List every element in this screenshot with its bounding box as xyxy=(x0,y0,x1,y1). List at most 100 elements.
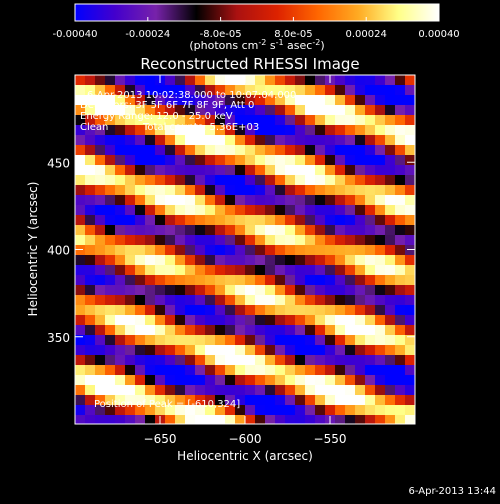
heatmap-cell xyxy=(165,315,176,326)
heatmap-cell xyxy=(75,365,86,376)
heatmap-cell xyxy=(295,265,306,276)
heatmap-cell xyxy=(355,125,366,136)
heatmap-cell xyxy=(115,75,126,86)
heatmap-cell xyxy=(405,175,415,186)
x-tick-label: −550 xyxy=(314,432,347,446)
heatmap-cell xyxy=(335,155,346,166)
heatmap-cell xyxy=(285,405,296,416)
heatmap-cell xyxy=(405,295,415,306)
heatmap-cell xyxy=(185,155,196,166)
heatmap-cell xyxy=(115,265,126,276)
heatmap-cell xyxy=(285,225,296,236)
heatmap-cell xyxy=(245,95,256,106)
heatmap-cell xyxy=(375,395,386,406)
heatmap-cell xyxy=(95,365,106,376)
heatmap-cell xyxy=(365,315,376,326)
heatmap-cell xyxy=(395,85,406,96)
heatmap-cell xyxy=(85,245,96,256)
heatmap-cell xyxy=(345,325,356,336)
heatmap-cell xyxy=(145,265,156,276)
heatmap-cell xyxy=(85,115,96,126)
heatmap-cell xyxy=(225,305,236,316)
heatmap-cell xyxy=(265,105,276,116)
heatmap-cell xyxy=(235,365,246,376)
heatmap-cell xyxy=(335,325,346,336)
heatmap-cell xyxy=(295,305,306,316)
heatmap-cell xyxy=(365,105,376,116)
heatmap-cell xyxy=(355,115,366,126)
heatmap-cell xyxy=(385,215,396,226)
heatmap-cell xyxy=(105,155,116,166)
heatmap-cell xyxy=(205,155,216,166)
heatmap-cell xyxy=(335,225,346,236)
heatmap-cell xyxy=(175,245,186,256)
heatmap-cell xyxy=(195,75,206,86)
heatmap-cell xyxy=(295,315,306,326)
heatmap-cell xyxy=(305,85,316,96)
heatmap-cell xyxy=(105,305,116,316)
heatmap-cell xyxy=(225,245,236,256)
heatmap-cell xyxy=(295,355,306,366)
annotation-peak: Position of Peak = [-610,324] xyxy=(94,399,240,410)
heatmap-cell xyxy=(315,155,326,166)
heatmap-cell xyxy=(185,275,196,286)
heatmap-cell xyxy=(265,325,276,336)
heatmap-cell xyxy=(325,405,336,416)
heatmap-cell xyxy=(195,305,206,316)
heatmap-cell xyxy=(215,125,226,136)
heatmap-cell xyxy=(275,75,286,86)
heatmap-cell xyxy=(265,275,276,286)
heatmap-cell xyxy=(235,155,246,166)
heatmap-cell xyxy=(385,395,396,406)
heatmap-cell xyxy=(365,405,376,416)
heatmap-cell xyxy=(95,95,106,106)
heatmap-cell xyxy=(335,255,346,266)
heatmap-cell xyxy=(105,285,116,296)
heatmap-cell xyxy=(105,135,116,146)
heatmap-cell xyxy=(135,255,146,266)
heatmap-cell xyxy=(405,105,415,116)
heatmap-cell xyxy=(175,215,186,226)
heatmap-cell xyxy=(255,125,266,136)
heatmap-cell xyxy=(305,385,316,396)
heatmap-cell xyxy=(225,385,236,396)
heatmap-cell xyxy=(265,85,276,96)
heatmap-cell xyxy=(335,145,346,156)
heatmap-cell xyxy=(305,205,316,216)
heatmap-cell xyxy=(155,225,166,236)
heatmap-cell xyxy=(205,75,216,86)
heatmap-cell xyxy=(75,285,86,296)
heatmap-cell xyxy=(355,135,366,146)
heatmap-cell xyxy=(325,135,336,146)
heatmap-cell xyxy=(105,205,116,216)
heatmap-cell xyxy=(255,175,266,186)
heatmap-cell xyxy=(135,385,146,396)
heatmap-cell xyxy=(375,375,386,386)
heatmap-cell xyxy=(185,255,196,266)
heatmap-cell xyxy=(205,345,216,356)
heatmap-cell xyxy=(205,145,216,156)
heatmap-cell xyxy=(145,395,156,406)
heatmap-cell xyxy=(185,135,196,146)
heatmap-cell xyxy=(95,155,106,166)
heatmap-cell xyxy=(335,245,346,256)
heatmap-cell xyxy=(345,355,356,366)
heatmap-cell xyxy=(205,375,216,386)
heatmap-cell xyxy=(365,305,376,316)
heatmap-cell xyxy=(335,75,346,86)
heatmap-cell xyxy=(225,375,236,386)
heatmap-cell xyxy=(335,165,346,176)
heatmap-cell xyxy=(295,205,306,216)
heatmap-cell xyxy=(165,365,176,376)
heatmap-cell xyxy=(175,305,186,316)
heatmap-cell xyxy=(105,395,116,406)
heatmap-cell xyxy=(95,345,106,356)
heatmap-cell xyxy=(345,155,356,166)
heatmap-cell xyxy=(315,275,326,286)
heatmap-cell xyxy=(265,205,276,216)
heatmap-cell xyxy=(315,225,326,236)
heatmap-cell xyxy=(175,315,186,326)
heatmap-cell xyxy=(95,245,106,256)
heatmap-cell xyxy=(265,165,276,176)
heatmap-cell xyxy=(355,415,366,424)
